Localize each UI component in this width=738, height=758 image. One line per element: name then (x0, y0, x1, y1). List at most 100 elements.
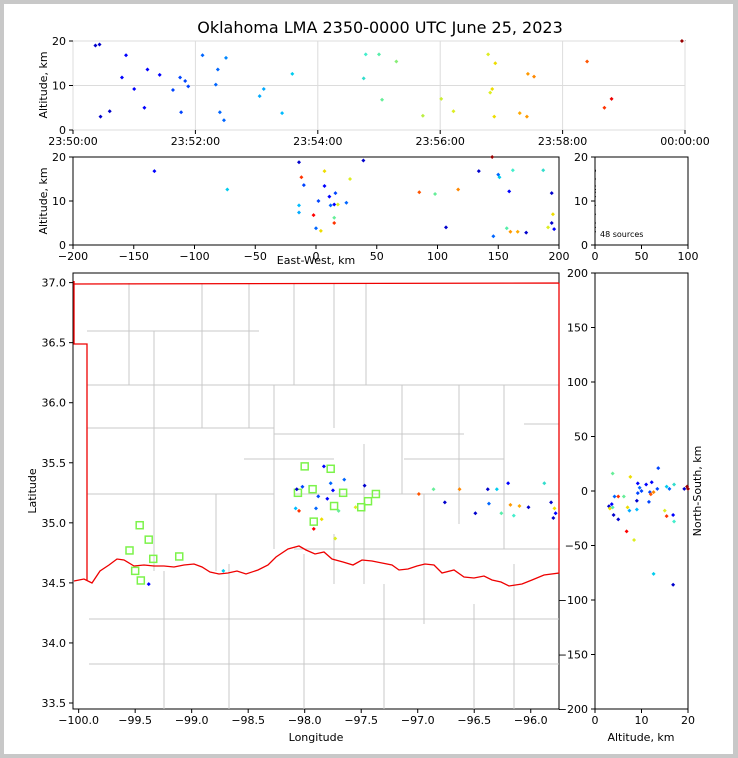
source-point (624, 529, 629, 534)
lma-station-marker (363, 496, 373, 506)
source-point (637, 485, 642, 490)
lma-station-marker (174, 552, 184, 561)
lma-station-marker (125, 546, 134, 555)
source-point (444, 225, 449, 230)
source-point (504, 226, 509, 231)
map-xlabel: Longitude (289, 731, 344, 744)
latitude-tick-label: 34.5 (42, 577, 67, 590)
source-point (221, 568, 226, 573)
source-point (602, 105, 607, 110)
east-west-tick-label: −100 (179, 250, 209, 263)
source-point (178, 75, 183, 80)
source-point (296, 160, 301, 165)
altitude-tick-label: 0 (592, 714, 599, 727)
east-west-xlabel: East-West, km (277, 254, 355, 267)
latitude-tick-label: 36.5 (42, 337, 67, 350)
source-point (515, 229, 520, 234)
source-point (217, 110, 222, 115)
north-south-tick-label: 150 (567, 322, 588, 335)
altitude-tick-label: 20 (52, 35, 66, 48)
source-count-annotation: 48 sources (600, 230, 643, 239)
source-point (261, 87, 266, 92)
source-point (124, 53, 129, 58)
source-point (494, 487, 499, 492)
source-point (550, 212, 555, 217)
source-point (299, 175, 304, 180)
source-point (485, 487, 490, 492)
time-tick-label: 23:52:00 (171, 135, 220, 148)
source-point (316, 494, 321, 499)
source-point (330, 488, 335, 493)
source-point (107, 109, 112, 114)
source-point (377, 52, 381, 57)
east-west-tick-label: −150 (119, 250, 149, 263)
source-point (225, 187, 230, 192)
source-point (213, 82, 218, 87)
source-point (473, 511, 478, 516)
source-point (353, 505, 358, 510)
source-point (648, 492, 653, 497)
source-point (200, 53, 205, 58)
source-point (651, 490, 656, 495)
source-point (296, 210, 301, 215)
source-point (451, 109, 456, 114)
source-point (416, 492, 421, 497)
source-point (634, 507, 639, 512)
source-point (667, 486, 672, 491)
source-point (625, 505, 630, 510)
source-point (526, 505, 531, 510)
altitude-tick-label: 20 (681, 714, 695, 727)
source-point (646, 499, 651, 504)
source-point (508, 229, 513, 234)
source-point (532, 74, 537, 79)
count-tick-label: 50 (635, 250, 649, 263)
source-point (328, 203, 333, 208)
source-point (490, 155, 495, 159)
source-point (322, 184, 327, 189)
source-point (664, 484, 669, 489)
source-point (327, 194, 332, 199)
source-point (639, 489, 644, 493)
source-point (132, 87, 137, 92)
source-point (549, 191, 554, 196)
altitude-tick-label: 20 (52, 151, 66, 164)
source-point (517, 504, 522, 509)
lma-station-marker (148, 554, 158, 564)
source-point (98, 114, 103, 119)
source-point (311, 213, 316, 218)
source-point (361, 76, 366, 81)
source-point (541, 168, 546, 173)
source-point (542, 481, 547, 486)
source-point (510, 168, 515, 173)
source-point (342, 477, 347, 482)
latitude-tick-label: 35.0 (42, 517, 67, 530)
source-point (328, 481, 333, 486)
longitude-tick-label: −98.0 (288, 714, 322, 727)
source-point (224, 55, 228, 60)
time-tick-label: 23:50:00 (48, 135, 97, 148)
source-point (671, 512, 676, 517)
altitude-tick-label: 20 (574, 151, 588, 164)
source-point (332, 202, 337, 207)
source-point (152, 169, 157, 174)
source-point (333, 191, 338, 196)
east-west-tick-label: 100 (427, 250, 448, 263)
source-point (610, 471, 615, 476)
source-point (551, 516, 556, 521)
source-point (319, 517, 324, 522)
source-point (417, 190, 422, 195)
time-altitude-panel: 23:50:00 23:52:00 23:54:00 23:56:00 23:58:00… (37, 35, 710, 148)
source-point (492, 114, 497, 119)
source-point (672, 482, 677, 487)
north-south-tick-label: 50 (574, 431, 588, 444)
lma-station-marker (136, 576, 146, 585)
source-point (493, 61, 498, 66)
source-point (363, 52, 368, 57)
north-south-tick-label: −200 (558, 703, 588, 716)
source-point (321, 464, 326, 469)
east-west-panel: −200 −150 −100 −50 0 50 100 150 200 0 10 20 East-We… (37, 151, 570, 267)
source-point (672, 519, 677, 524)
north-south-xlabel: Altitude, km (607, 731, 674, 744)
source-point (431, 487, 436, 492)
source-point (380, 97, 385, 102)
